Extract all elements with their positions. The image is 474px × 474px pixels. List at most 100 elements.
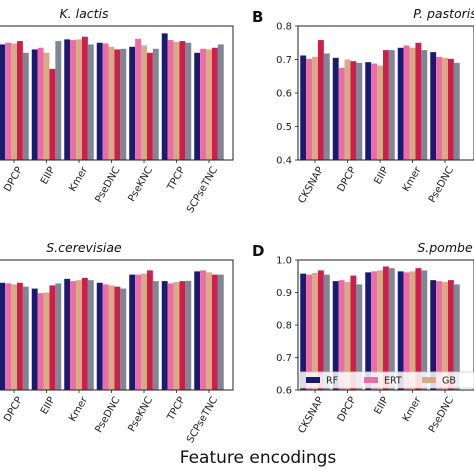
bar-eiip-s1 <box>365 62 372 160</box>
bar-scpsetnc-s2 <box>200 270 207 390</box>
bar-psednc-s4 <box>447 58 454 160</box>
bar-cksnap-s4 <box>317 270 324 390</box>
bar-tpcp-s5 <box>185 280 192 390</box>
bar-psednc-s2 <box>436 281 443 391</box>
x-tick-label-dpcp: DPCP <box>336 165 359 194</box>
x-tick-label-tpcp: TPCP <box>165 395 188 423</box>
bar-tpcp-s3 <box>173 42 180 160</box>
bar-pseknc-s3 <box>141 45 147 160</box>
legend-swatch-rf <box>306 377 320 383</box>
bar-cksnap-s3 <box>312 273 318 390</box>
bar-kmer-s2 <box>70 281 77 391</box>
bar-cksnap-s1 <box>300 55 307 161</box>
x-tick-label-kmer: Kmer <box>67 394 90 423</box>
legend: RF ERT GB <box>299 371 474 389</box>
bar-scpsetnc-s3 <box>206 272 212 390</box>
bar-dpcp-s4 <box>350 275 357 390</box>
bar-kmer-s5 <box>421 270 428 390</box>
legend-swatch-gb <box>422 377 436 383</box>
bar-eiip-s1 <box>365 272 372 390</box>
bar-dpcp-s1 <box>0 282 6 390</box>
panel-title-a: K. lactis <box>59 6 109 21</box>
bar-scpsetnc-s1 <box>194 271 201 391</box>
x-tick-label-pseknc: PseKNC <box>126 395 155 434</box>
bar-dpcp-s2 <box>338 67 345 161</box>
bar-scpsetnc-s2 <box>200 48 207 160</box>
bar-psednc-s5 <box>453 62 460 160</box>
y-tick-label: 0.7 <box>276 353 292 364</box>
bar-cksnap-s1 <box>300 273 307 390</box>
bar-psednc-s5 <box>120 288 127 390</box>
bar-dpcp-s3 <box>344 282 351 390</box>
bar-psednc-s5 <box>120 48 127 160</box>
panel-d: CKSNAP DPCP EIIP Kmer PseDNC 0.6 0.7 0.8 0.9 1.0 S… <box>252 240 474 436</box>
bar-cksnap-s2 <box>306 274 313 391</box>
bar-dpcp-s3 <box>344 59 351 160</box>
panel-title-b: P. pastoris <box>413 6 474 21</box>
x-tick-label-eiip: EIIP <box>372 165 391 186</box>
bar-kmer-s3 <box>76 39 82 160</box>
bar-kmer-s4 <box>415 268 422 391</box>
bar-eiip-s2 <box>371 271 378 391</box>
bar-kmer-s4 <box>81 36 88 160</box>
bar-cksnap-s5 <box>323 274 330 391</box>
bar-eiip-s1 <box>31 49 38 161</box>
bar-eiip-s4 <box>382 50 389 161</box>
x-tick-label-dpcp: DPCP <box>2 165 25 194</box>
x-tick-label-psednc: PseDNC <box>93 395 122 435</box>
panel-title-d: S.pombe <box>417 240 473 255</box>
bar-psednc-s2 <box>436 56 443 160</box>
x-tick-label-cksnap: CKSNAP <box>296 395 326 435</box>
bar-tpcp-s1 <box>161 281 168 391</box>
bar-kmer-s2 <box>70 40 77 160</box>
y-tick-label: 0.8 <box>276 22 292 33</box>
x-tick-label-kmer: Kmer <box>401 164 424 193</box>
bar-eiip-s3 <box>377 65 383 160</box>
y-tick-label: 0.6 <box>276 89 292 100</box>
bar-dpcp-s3 <box>11 284 17 391</box>
legend-label-rf: RF <box>326 376 338 387</box>
bar-psednc-s3 <box>442 57 448 160</box>
bar-psednc-s3 <box>108 285 115 390</box>
plot-frame <box>0 259 234 391</box>
bar-scpsetnc-s1 <box>194 52 201 160</box>
bar-dpcp-s2 <box>338 280 345 390</box>
bar-psednc-s5 <box>453 284 460 391</box>
bar-dpcp-s1 <box>332 57 339 160</box>
bar-psednc-s2 <box>102 284 109 391</box>
bar-eiip-s1 <box>31 288 38 390</box>
bar-kmer-s5 <box>87 44 94 160</box>
y-tick-label: 0.7 <box>276 55 292 66</box>
bar-cksnap-s4 <box>317 40 324 160</box>
x-tick-label-eiip: EIIP <box>39 165 58 186</box>
x-tick-label-tpcp: TPCP <box>165 165 188 193</box>
bar-eiip-s5 <box>55 283 62 390</box>
bar-dpcp-s5 <box>22 286 29 390</box>
bar-kmer-s4 <box>415 42 422 160</box>
bar-kmer-s2 <box>403 272 410 390</box>
legend-box <box>299 371 474 389</box>
y-tick-label: 0.8 <box>276 321 292 332</box>
x-tick-label-kmer: Kmer <box>67 164 90 193</box>
bar-kmer-s1 <box>397 47 404 160</box>
panel-letter-b: B <box>252 8 263 26</box>
x-tick-label-psednc: PseDNC <box>93 165 122 205</box>
panel-letter-d: D <box>252 242 264 260</box>
bar-psednc-s4 <box>447 280 454 390</box>
y-tick-label: 0.9 <box>276 288 292 299</box>
bar-cksnap-s5 <box>323 53 330 160</box>
bar-eiip-s4 <box>382 266 389 390</box>
bar-tpcp-s4 <box>179 41 186 160</box>
bar-dpcp-s5 <box>356 62 363 160</box>
bar-dpcp-s3 <box>11 43 17 160</box>
bar-tpcp-s2 <box>167 283 174 390</box>
x-tick-label-dpcp: DPCP <box>336 395 359 424</box>
bar-eiip-s3 <box>377 270 383 390</box>
bar-kmer-s5 <box>87 280 94 390</box>
bar-scpsetnc-s4 <box>211 274 218 391</box>
bar-dpcp-s4 <box>16 41 23 160</box>
bar-psednc-s1 <box>96 42 103 160</box>
x-tick-label-kmer: Kmer <box>401 394 424 423</box>
